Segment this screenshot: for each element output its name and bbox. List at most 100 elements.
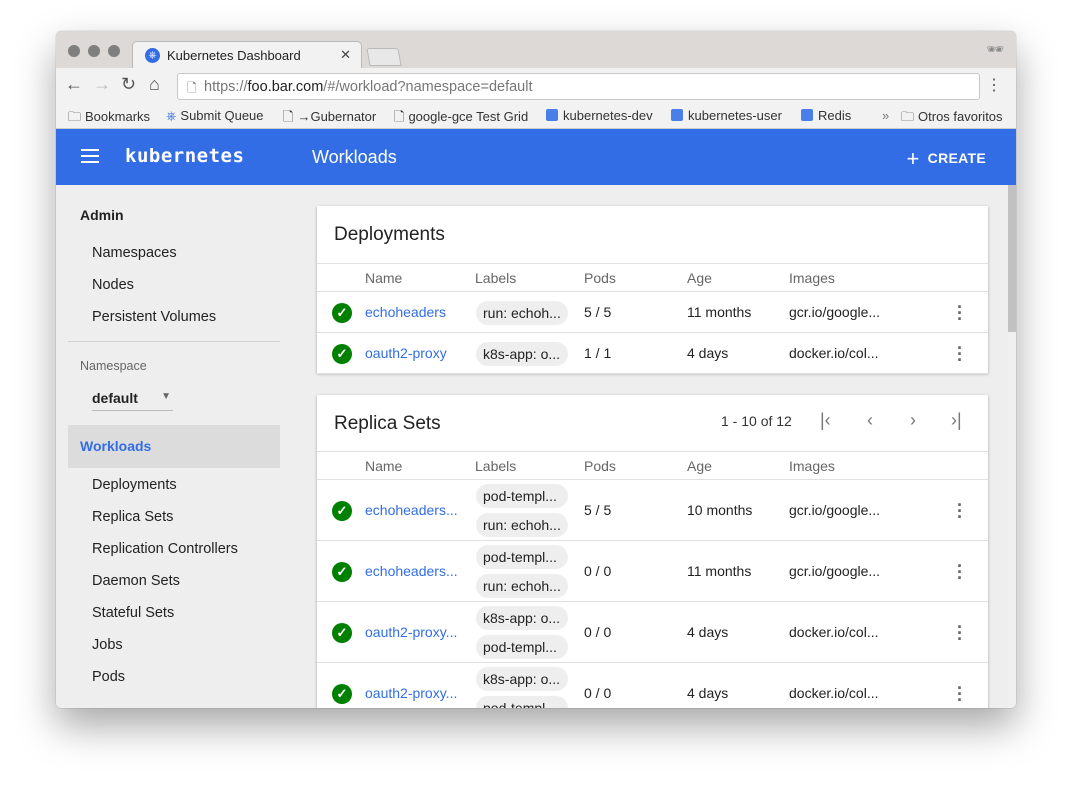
label-chip: run: echoh...: [476, 300, 568, 325]
images: gcr.io/google...: [789, 562, 881, 579]
scrollbar[interactable]: [1008, 185, 1016, 708]
reload-icon[interactable]: ↻: [121, 74, 137, 94]
sidebar-item-replica-sets[interactable]: Replica Sets: [92, 509, 174, 525]
images: gcr.io/google...: [789, 303, 881, 320]
url-host: foo.bar.com: [247, 79, 324, 95]
forward-icon[interactable]: →: [93, 74, 111, 94]
table-row: ✓ echoheaders... pod-templ... run: echoh.…: [317, 541, 988, 602]
age: 4 days: [687, 344, 729, 361]
dropdown-arrow-icon: ▼: [161, 391, 171, 402]
sidebar-item-deployments[interactable]: Deployments: [92, 477, 177, 493]
group-icon: [671, 109, 683, 121]
more-actions-icon[interactable]: · · ·: [957, 677, 963, 709]
bookmark[interactable]: 🗋 google-gce Test Grid: [394, 108, 528, 130]
sidebar-item-jobs[interactable]: Jobs: [92, 637, 123, 653]
sidebar-item-namespaces[interactable]: Namespaces: [92, 245, 177, 261]
table-row: ✓ oauth2-proxy... k8s-app: o... pod-templ…: [317, 663, 988, 708]
table-row: ✓ oauth2-proxy k8s-app: o... 1 / 1 4 days …: [317, 333, 988, 374]
create-button[interactable]: + CREATE: [906, 146, 986, 171]
column-images: Images: [789, 270, 835, 286]
next-page-icon[interactable]: ›: [910, 410, 916, 430]
resource-name-link[interactable]: oauth2-proxy: [365, 344, 447, 361]
bookmark[interactable]: 🗋 →Gubernator: [283, 108, 376, 130]
more-actions-icon[interactable]: · · ·: [957, 494, 963, 527]
bookmark[interactable]: kubernetes-user: [671, 108, 782, 123]
zoom-window-button[interactable]: [108, 45, 120, 57]
bookmark[interactable]: Redis: [801, 108, 851, 123]
back-icon[interactable]: ←: [65, 74, 83, 94]
bookmark-folder[interactable]: 🗀 Bookmarks: [68, 108, 150, 130]
more-actions-icon[interactable]: · · ·: [957, 555, 963, 588]
plus-icon: +: [906, 146, 920, 171]
url-path: /#/workload?namespace=default: [323, 79, 533, 95]
column-name[interactable]: Name: [365, 270, 403, 286]
group-icon: [801, 109, 813, 121]
column-age[interactable]: Age: [687, 458, 712, 474]
browser-menu-icon[interactable]: ⋮: [986, 77, 1002, 94]
label-chip: k8s-app: o...: [476, 605, 568, 630]
sidebar-item-replication-controllers[interactable]: Replication Controllers: [92, 541, 238, 557]
new-tab-button[interactable]: [366, 48, 402, 66]
resource-name-link[interactable]: oauth2-proxy...: [365, 623, 458, 640]
main-content: Deployments Name Labels Pods Age Images …: [296, 185, 1008, 708]
previous-page-icon[interactable]: ‹: [867, 410, 873, 430]
minimize-window-button[interactable]: [88, 45, 100, 57]
column-labels: Labels: [475, 270, 517, 286]
column-age[interactable]: Age: [687, 270, 712, 286]
menu-icon[interactable]: [81, 149, 99, 163]
first-page-icon[interactable]: |‹: [820, 410, 831, 430]
namespace-select[interactable]: default ▼: [92, 381, 173, 411]
bookmark[interactable]: ⎈ Submit Queue: [166, 108, 264, 123]
close-window-button[interactable]: [68, 45, 80, 57]
browser-tab[interactable]: ⎈ Kubernetes Dashboard ✕: [132, 41, 362, 69]
divider: [68, 341, 280, 342]
images: docker.io/col...: [789, 344, 879, 361]
age: 10 months: [687, 501, 753, 518]
resource-name-link[interactable]: echoheaders...: [365, 501, 458, 518]
images: docker.io/col...: [789, 684, 879, 701]
status-ok-icon: ✓: [332, 561, 352, 582]
address-bar[interactable]: 🗋 https://foo.bar.com/#/workload?namespa…: [177, 73, 980, 100]
more-actions-icon[interactable]: · · ·: [957, 296, 963, 329]
sidebar-item-pods[interactable]: Pods: [92, 669, 126, 685]
folder-icon: 🗀: [68, 109, 82, 124]
column-name[interactable]: Name: [365, 458, 403, 474]
column-images: Images: [789, 458, 835, 474]
sidebar: Admin Namespaces Nodes Persistent Volume…: [56, 185, 296, 708]
kubernetes-icon: ⎈: [166, 108, 177, 123]
card-title: Replica Sets: [334, 413, 441, 434]
pods-count: 0 / 0: [584, 684, 612, 701]
more-actions-icon[interactable]: · · ·: [957, 616, 963, 649]
home-icon[interactable]: ⌂: [149, 74, 160, 94]
bookmark[interactable]: kubernetes-dev: [546, 108, 653, 123]
status-ok-icon: ✓: [332, 622, 352, 643]
replica-sets-card: Replica Sets 1 - 10 of 12 |‹ ‹ › ›| Name…: [317, 395, 988, 708]
table-header: Name Labels Pods Age Images: [317, 451, 988, 480]
page-icon: 🗋: [283, 109, 294, 124]
card-title: Deployments: [334, 224, 445, 245]
group-icon: [546, 109, 558, 121]
sidebar-item-nodes[interactable]: Nodes: [92, 277, 134, 293]
more-actions-icon[interactable]: · · ·: [957, 337, 963, 370]
scrollbar-thumb[interactable]: [1008, 185, 1016, 332]
brand-logo[interactable]: kubernetes: [125, 145, 245, 167]
resource-name-link[interactable]: echoheaders...: [365, 562, 458, 579]
sidebar-item-workloads[interactable]: Workloads: [68, 425, 280, 468]
close-tab-icon[interactable]: ✕: [340, 47, 351, 62]
url-scheme: https://: [204, 79, 248, 95]
last-page-icon[interactable]: ›|: [951, 410, 962, 430]
sidebar-admin[interactable]: Admin: [80, 207, 124, 223]
pagination-info: 1 - 10 of 12: [721, 413, 792, 429]
pods-count: 1 / 1: [584, 344, 612, 361]
label-chip: pod-templ...: [476, 695, 568, 708]
pods-count: 5 / 5: [584, 303, 612, 320]
sidebar-item-stateful-sets[interactable]: Stateful Sets: [92, 605, 175, 621]
label-chip: pod-templ...: [476, 634, 568, 659]
sidebar-item-persistent-volumes[interactable]: Persistent Volumes: [92, 309, 217, 325]
more-bookmarks-icon[interactable]: »: [882, 108, 890, 123]
label-chip: pod-templ...: [476, 483, 568, 508]
resource-name-link[interactable]: echoheaders: [365, 303, 446, 320]
sidebar-item-daemon-sets[interactable]: Daemon Sets: [92, 573, 180, 589]
other-bookmarks[interactable]: 🗀 Otros favoritos: [901, 108, 1003, 130]
resource-name-link[interactable]: oauth2-proxy...: [365, 684, 458, 701]
